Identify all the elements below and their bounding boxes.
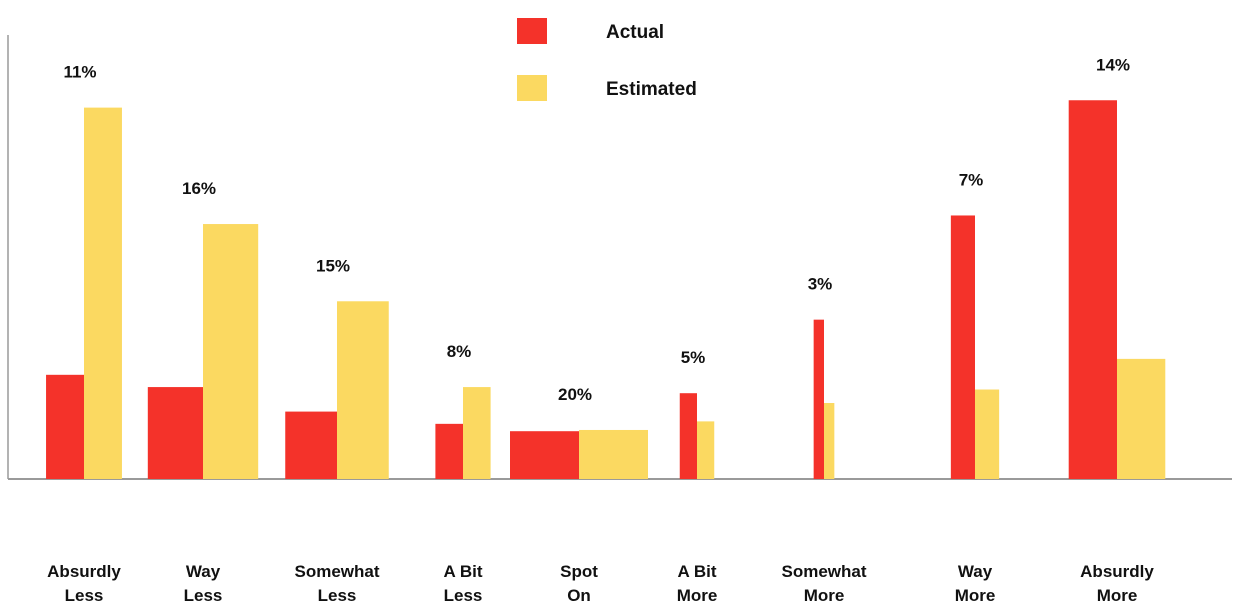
category-label: Way — [186, 562, 221, 581]
category-label: Spot — [560, 562, 598, 581]
percent-label: 5% — [681, 348, 706, 367]
percent-label: 14% — [1096, 55, 1130, 74]
bar-actual-way-less — [147, 387, 203, 479]
bar-estimated-somewhat-less — [337, 301, 389, 479]
category-label: More — [677, 586, 718, 601]
bar-estimated-way-more — [975, 389, 1000, 479]
category-label: Way — [958, 562, 993, 581]
bar-actual-a-bit-less — [435, 423, 463, 479]
legend-swatch-estimated — [517, 75, 547, 101]
category-label: More — [804, 586, 845, 601]
legend-label-actual: Actual — [606, 22, 664, 43]
category-label: More — [955, 586, 996, 601]
percent-label: 16% — [182, 179, 216, 198]
legend-swatch-actual — [517, 18, 547, 44]
percent-labels: 11% 16% 15% 8% 20% 5% 3% 7% 14% — [63, 55, 1130, 404]
category-label: Less — [318, 586, 357, 601]
category-label: More — [1097, 586, 1138, 601]
bar-actual-a-bit-more — [679, 393, 697, 479]
category-label: Less — [444, 586, 483, 601]
category-label: A Bit — [677, 562, 716, 581]
bar-estimated-absurdly-more — [1117, 358, 1166, 479]
category-label: Absurdly — [47, 562, 121, 581]
category-label: Absurdly — [1080, 562, 1154, 581]
category-labels: Absurdly Less Way Less Somewhat Less A Bit Less… — [47, 562, 1154, 601]
category-label: Less — [184, 586, 223, 601]
bar-actual-somewhat-more — [813, 319, 824, 479]
bars — [46, 100, 1166, 480]
bar-estimated-somewhat-more — [824, 403, 835, 479]
percent-label: 15% — [316, 256, 350, 275]
percent-label: 20% — [558, 385, 592, 404]
bar-estimated-spot-on — [579, 429, 648, 479]
category-label: A Bit — [443, 562, 482, 581]
percent-label: 3% — [808, 275, 833, 294]
category-label: On — [567, 586, 591, 601]
bar-actual-somewhat-less — [285, 411, 337, 479]
category-label: Somewhat — [781, 562, 866, 581]
percent-label: 11% — [63, 63, 96, 82]
bar-actual-absurdly-less — [46, 374, 84, 479]
percent-label: 7% — [959, 170, 984, 189]
bar-actual-absurdly-more — [1068, 100, 1117, 480]
percent-label: 8% — [447, 342, 472, 361]
bar-estimated-a-bit-less — [463, 387, 491, 479]
category-label: Less — [65, 586, 104, 601]
category-label: Somewhat — [294, 562, 379, 581]
bar-actual-spot-on — [510, 431, 579, 479]
bar-estimated-absurdly-less — [84, 107, 122, 479]
bar-actual-way-more — [950, 215, 975, 479]
legend: Actual Estimated — [517, 18, 697, 101]
bar-estimated-way-less — [203, 224, 259, 479]
bar-estimated-a-bit-more — [697, 421, 715, 479]
legend-label-estimated: Estimated — [606, 79, 697, 100]
